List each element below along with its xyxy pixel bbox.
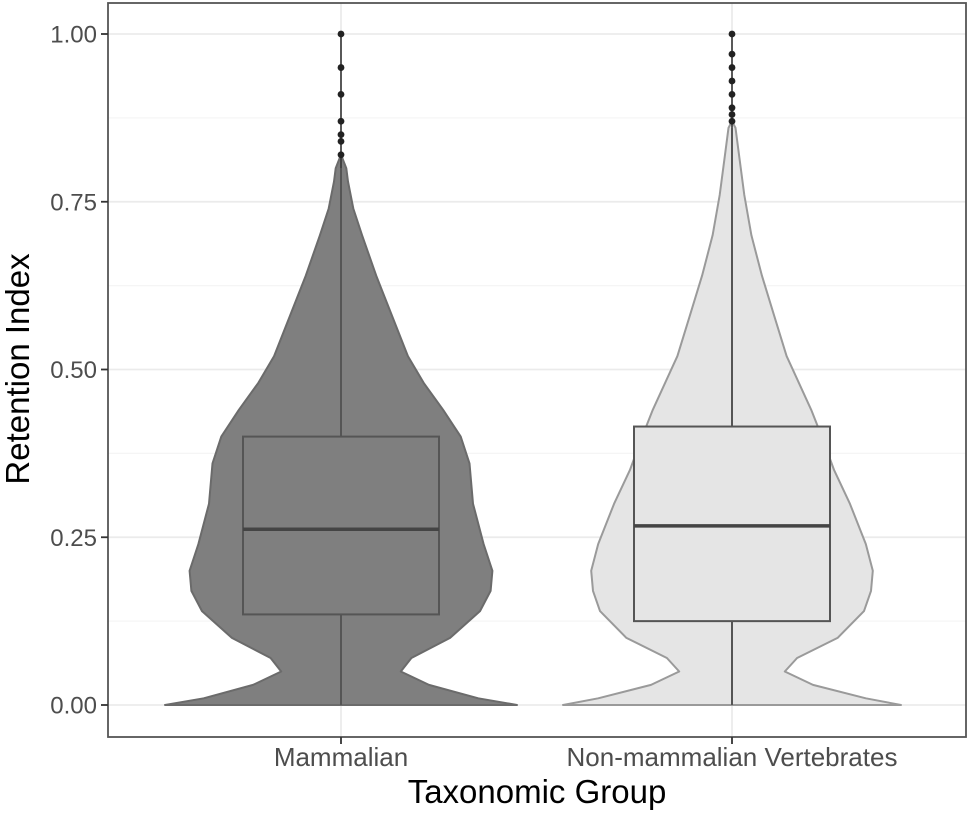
y-tick-label: 0.75 (50, 189, 97, 216)
outlier-point (337, 30, 345, 38)
outlier-point (728, 50, 736, 58)
outlier-point (337, 90, 345, 98)
outlier-point (728, 30, 736, 38)
outlier-point (728, 90, 736, 98)
outlier-point (337, 137, 345, 145)
y-tick-label: 1.00 (50, 22, 97, 49)
outlier-point (337, 117, 345, 125)
outlier-point (337, 64, 345, 71)
outlier-point (728, 111, 736, 118)
y-tick-label: 0.50 (50, 357, 97, 384)
x-category-label: Non-mammalian Vertebrates (567, 742, 898, 772)
iqr-box (633, 425, 831, 623)
outlier-point (337, 131, 345, 139)
boxplot-layer (242, 30, 831, 705)
outlier-point (728, 104, 736, 112)
y-axis-title: Retention Index (0, 253, 36, 485)
outlier-point (337, 151, 345, 159)
x-category-label: Mammalian (274, 742, 408, 772)
iqr-box (242, 435, 440, 616)
axis-layer: 0.00 0.25 0.50 0.75 1.00 Mammalian Non-mammali… (50, 22, 897, 773)
x-axis-title: Taxonomic Group (408, 773, 667, 810)
outlier-point (728, 64, 736, 71)
outlier-point (728, 117, 736, 125)
y-tick-label: 0.00 (50, 693, 97, 720)
y-tick-label: 0.25 (50, 525, 97, 552)
outlier-point (728, 77, 736, 85)
